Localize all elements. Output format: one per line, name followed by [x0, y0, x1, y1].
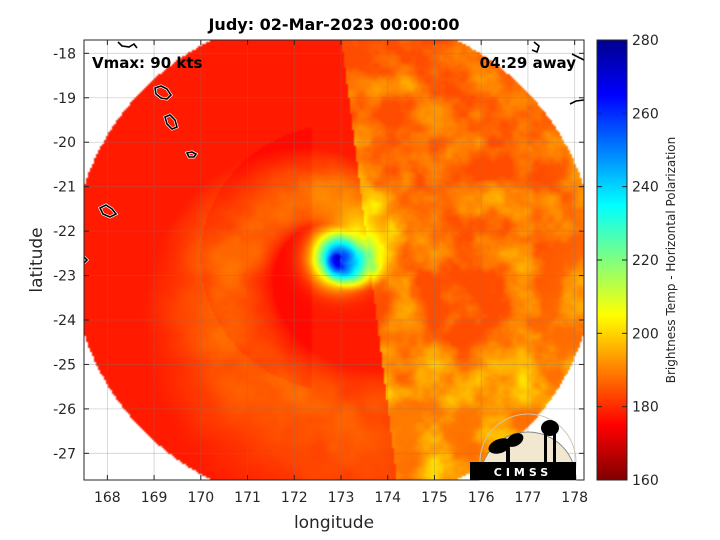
island-outline — [98, 204, 118, 218]
coastline-segment — [571, 53, 585, 61]
x-tick-label: 176 — [468, 490, 495, 506]
y-tick-label: -18 — [53, 46, 76, 62]
x-tick-label: 177 — [515, 490, 542, 506]
time-away-label: 04:29 away — [480, 54, 577, 72]
y-tick-label: -21 — [53, 180, 76, 196]
axes-frame — [83, 39, 585, 481]
x-axis: 168 169 170 171 172 173 174 175 176 177 178 — [94, 40, 588, 506]
x-tick-label: 170 — [187, 490, 214, 506]
colorbar-tick-label: 260 — [632, 106, 659, 122]
island-outline — [185, 151, 198, 158]
coastlines — [82, 41, 585, 265]
x-tick-label: 172 — [281, 490, 308, 506]
colorbar-tick-label: 220 — [632, 253, 659, 269]
y-tick-label: -20 — [53, 135, 76, 151]
y-axis-label: latitude — [27, 227, 47, 292]
y-tick-label: -24 — [53, 313, 76, 329]
x-tick-label: 171 — [234, 490, 261, 506]
chart-title: Judy: 02-Mar-2023 00:00:00 — [207, 15, 459, 34]
island-outline — [164, 114, 178, 130]
colorbar-tick-label: 160 — [632, 473, 659, 489]
y-axis: -18 -19 -20 -21 -22 -23 -24 -25 -26 -27 — [53, 46, 584, 462]
x-tick-label: 173 — [328, 490, 355, 506]
vmax-label: Vmax: 90 kts — [92, 54, 202, 72]
x-axis-label: longitude — [294, 513, 374, 533]
y-tick-label: -26 — [53, 402, 76, 418]
cimss-logo-text: CIMSS — [494, 466, 552, 479]
coastline-segment — [569, 99, 585, 105]
y-tick-label: -25 — [53, 357, 76, 373]
colorbar-tick-label: 200 — [632, 326, 659, 342]
x-tick-label: 168 — [94, 490, 121, 506]
colorbar-tick-label: 280 — [632, 33, 659, 49]
colorbar-label: Brightness Temp - Horizontal Polarizatio… — [664, 137, 678, 384]
colorbar-tick-label: 180 — [632, 400, 659, 416]
x-tick-label: 169 — [141, 490, 168, 506]
coastline-segment — [117, 41, 138, 49]
x-tick-label: 178 — [561, 490, 588, 506]
island-outline — [154, 85, 173, 100]
grid — [84, 40, 584, 480]
cimss-logo: CIMSS — [470, 413, 577, 481]
y-tick-label: -27 — [53, 446, 76, 462]
y-tick-label: -23 — [53, 269, 76, 285]
coastline-segment — [531, 41, 540, 54]
y-tick-label: -22 — [53, 224, 76, 240]
colorbar-tick-label: 240 — [632, 180, 659, 196]
colorbar-ticks: 280 260 240 220 200 180 160 — [597, 33, 659, 489]
x-tick-label: 174 — [374, 490, 401, 506]
y-tick-label: -19 — [53, 91, 76, 107]
island-outline — [83, 256, 89, 264]
brightness-temp-swath — [84, 40, 584, 480]
x-tick-label: 175 — [421, 490, 448, 506]
